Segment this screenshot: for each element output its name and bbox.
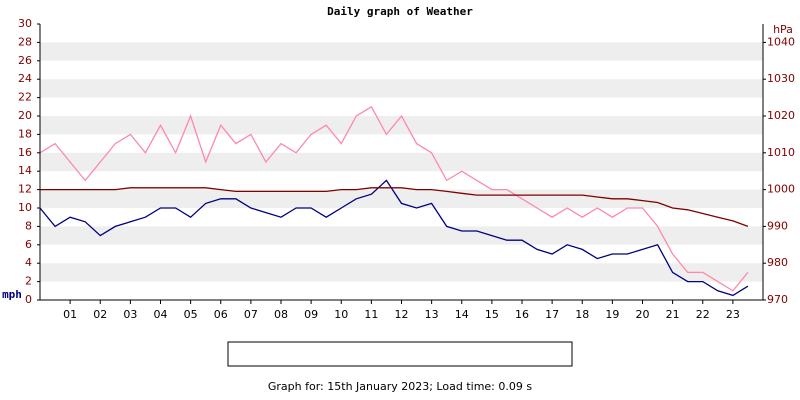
y-tick-label: 26 <box>18 54 32 67</box>
y-tick-label: 22 <box>18 91 32 104</box>
y2-tick-label: 970 <box>767 293 788 306</box>
x-tick-label: 01 <box>63 308 77 321</box>
y-tick-label: 20 <box>18 109 32 122</box>
series-line <box>40 187 749 228</box>
x-tick-label: 18 <box>575 308 589 321</box>
y2-axis-label: hPa <box>773 23 793 36</box>
y-tick-label: 4 <box>25 256 32 269</box>
series-line <box>39 105 749 292</box>
x-tick-label: 15 <box>485 308 499 321</box>
series-line <box>39 179 749 297</box>
y2-tick-label: 1030 <box>767 72 795 85</box>
y-tick-label: 24 <box>18 72 32 85</box>
grid-band <box>40 226 763 245</box>
y2-tick-label: 1000 <box>767 183 795 196</box>
x-tick-label: 17 <box>545 308 559 321</box>
grid-band <box>40 116 763 135</box>
x-tick-label: 11 <box>364 308 378 321</box>
x-tick-label: 14 <box>455 308 469 321</box>
x-tick-label: 12 <box>395 308 409 321</box>
y-tick-label: 18 <box>18 127 32 140</box>
y-tick-label: 2 <box>25 275 32 288</box>
footer: Graph for: 15th January 2023; Load time:… <box>268 380 532 393</box>
legend-box <box>227 341 573 367</box>
y-tick-label: 16 <box>18 146 32 159</box>
y-tick-label: 8 <box>25 219 32 232</box>
chart-title: Daily graph of Weather <box>327 5 473 18</box>
x-tick-label: 19 <box>605 308 619 321</box>
x-tick-label: 21 <box>666 308 680 321</box>
grid-band <box>40 152 763 172</box>
x-tick-label: 23 <box>726 308 740 321</box>
grid-band <box>40 263 763 282</box>
y-tick-label: 14 <box>18 164 32 177</box>
y-tick-label: 12 <box>18 183 32 196</box>
y2-tick-label: 1040 <box>767 35 795 48</box>
x-tick-label: 02 <box>93 308 107 321</box>
grid-band <box>40 42 763 61</box>
x-tick-label: 10 <box>334 308 348 321</box>
y-tick-label: 10 <box>18 201 32 214</box>
x-tick-label: 06 <box>214 308 228 321</box>
x-tick-label: 05 <box>184 308 198 321</box>
x-tick-label: 20 <box>636 308 650 321</box>
y2-tick-label: 1020 <box>767 109 795 122</box>
y2-tick-label: 980 <box>767 256 788 269</box>
grid-band <box>40 79 763 98</box>
x-tick-label: 09 <box>304 308 318 321</box>
x-tick-label: 16 <box>515 308 529 321</box>
y-tick-label: 30 <box>18 17 32 30</box>
x-tick-label: 22 <box>696 308 710 321</box>
grid-band <box>40 189 763 208</box>
x-tick-label: 13 <box>425 308 439 321</box>
y-tick-label: 6 <box>25 238 32 251</box>
x-tick-label: 08 <box>274 308 288 321</box>
y-tick-label: 0 <box>25 293 32 306</box>
y2-tick-label: 990 <box>767 219 788 232</box>
y-tick-label: 28 <box>18 35 32 48</box>
x-tick-label: 04 <box>154 308 168 321</box>
y-axis-label: mph <box>2 288 22 301</box>
y2-tick-label: 1010 <box>767 146 795 159</box>
x-tick-label: 03 <box>123 308 137 321</box>
x-tick-label: 07 <box>244 308 258 321</box>
